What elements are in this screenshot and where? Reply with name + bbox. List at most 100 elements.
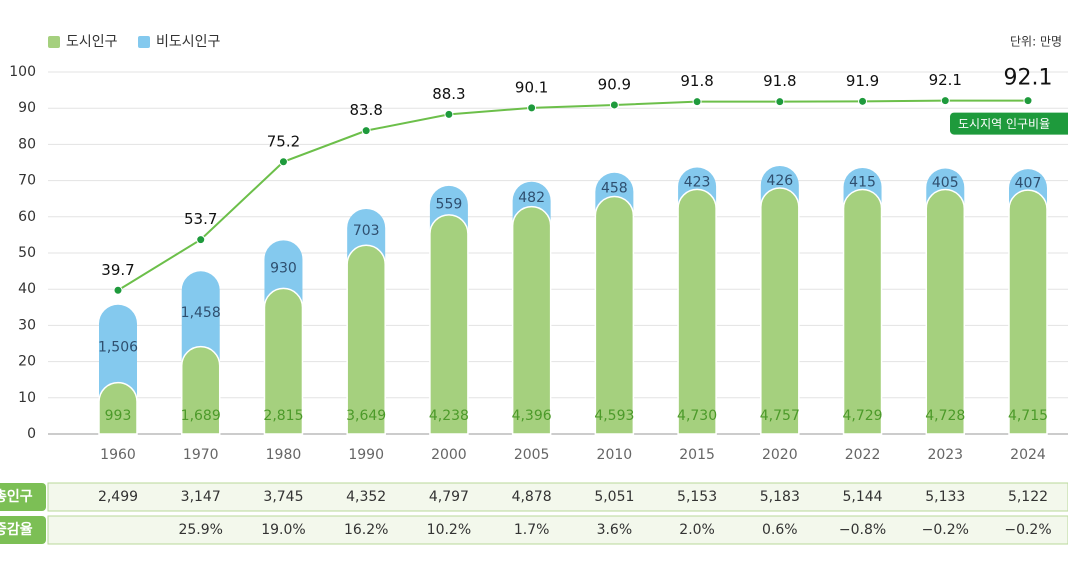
table-cell: 5,122 — [1008, 489, 1048, 505]
line-value-label: 90.1 — [515, 78, 548, 96]
line-value-label: 91.9 — [846, 72, 879, 90]
line-point — [113, 285, 123, 295]
line-value-label: 75.2 — [267, 132, 300, 150]
table-cell: 5,144 — [842, 489, 882, 505]
bar-segment — [429, 214, 469, 435]
line-value-label: 53.7 — [184, 210, 217, 228]
bar-segment — [346, 244, 386, 435]
bar-value-label: 993 — [105, 408, 132, 424]
y-tick-label: 40 — [18, 281, 36, 297]
bar-value-label: 930 — [270, 260, 297, 276]
line — [117, 99, 1028, 292]
x-tick-label: 1990 — [348, 447, 384, 463]
bar-value-label: 405 — [932, 175, 959, 191]
bar-value-label: 3,649 — [346, 408, 386, 424]
line-value-label: 91.8 — [763, 72, 796, 90]
x-tick-label: 2015 — [679, 447, 715, 463]
x-tick-label: 2024 — [1010, 447, 1046, 463]
table-cell: 1.7% — [514, 522, 550, 538]
bar-value-label: 2,815 — [263, 408, 303, 424]
bar-value-label: 4,396 — [512, 408, 552, 424]
y-tick-label: 80 — [18, 136, 36, 152]
line-annotation: 도시지역 인구비율 — [958, 117, 1050, 131]
y-tick-label: 100 — [9, 64, 36, 80]
line-point — [1023, 96, 1033, 106]
bar-segment — [760, 187, 800, 435]
bar-value-label: 423 — [684, 174, 711, 190]
table-row-bg — [47, 482, 1068, 512]
line-value-label: 83.8 — [349, 101, 382, 119]
table-cell: 25.9% — [178, 522, 222, 538]
bar-segment — [842, 188, 883, 435]
table-cell: −0.2% — [922, 522, 969, 538]
bar-value-label: 4,729 — [842, 408, 882, 424]
table-cell: 3.6% — [597, 522, 633, 538]
y-tick-label: 70 — [18, 173, 36, 189]
table-cell: −0.2% — [1004, 522, 1051, 538]
table-cell: 5,183 — [760, 489, 800, 505]
table-cell: 19.0% — [261, 522, 305, 538]
x-tick-label: 1970 — [183, 447, 219, 463]
table-cell: 3,745 — [263, 489, 303, 505]
line-value-label: 92.1 — [1004, 66, 1053, 91]
legend-label: 도시인구 — [66, 34, 118, 50]
bar-value-label: 4,238 — [429, 408, 469, 424]
bar-value-label: 426 — [766, 173, 793, 189]
bar-value-label: 4,593 — [594, 408, 634, 424]
bar-segment — [181, 271, 220, 366]
bar-value-label: 559 — [436, 196, 463, 212]
table-cell: 5,133 — [925, 489, 965, 505]
table-cell: 16.2% — [344, 522, 388, 538]
bar-segment — [925, 188, 966, 435]
line-point — [278, 157, 288, 167]
y-tick-label: 30 — [18, 317, 36, 333]
bar-value-label: 1,458 — [181, 305, 221, 321]
bar-segment — [677, 188, 717, 435]
x-tick-label: 2022 — [845, 447, 881, 463]
unit-label: 단위: 만명 — [1010, 35, 1062, 49]
bar-segment — [594, 195, 635, 435]
y-tick-label: 90 — [18, 100, 36, 116]
table-row-header-bg — [0, 516, 46, 544]
table-cell: −0.8% — [839, 522, 886, 538]
table-cell: 4,797 — [429, 489, 469, 505]
bar-segment — [98, 381, 138, 435]
legend-swatch — [138, 36, 150, 48]
legend-label: 비도시인구 — [156, 34, 221, 50]
table-cell: 5,051 — [594, 489, 634, 505]
line-point — [775, 97, 785, 107]
table-cell: 3,147 — [181, 489, 221, 505]
table-row-header-bg — [0, 483, 46, 511]
table-cell: 2,499 — [98, 489, 138, 505]
table-row-header: 증감율 — [0, 521, 33, 538]
bar-value-label: 4,715 — [1008, 408, 1048, 424]
bar-segment — [263, 287, 304, 435]
table-cell: 4,878 — [512, 489, 552, 505]
bar-value-label: 1,689 — [181, 408, 221, 424]
bar-segment — [180, 345, 221, 435]
x-tick-label: 2000 — [431, 447, 467, 463]
line-value-label: 90.9 — [598, 75, 631, 93]
bar-segment — [511, 205, 552, 435]
x-tick-label: 2010 — [597, 447, 633, 463]
line-annotation-box — [950, 112, 1068, 135]
bar-segment — [1008, 189, 1048, 435]
bar-value-label: 407 — [1015, 176, 1042, 192]
table-cell: 10.2% — [427, 522, 471, 538]
y-tick-label: 50 — [18, 245, 36, 261]
line-value-label: 91.8 — [680, 72, 713, 90]
line-point — [692, 97, 702, 107]
x-tick-label: 2020 — [762, 447, 798, 463]
x-tick-label: 2005 — [514, 447, 550, 463]
line-value-label: 88.3 — [432, 85, 465, 103]
x-tick-label: 1980 — [266, 447, 302, 463]
bar-segment — [99, 304, 137, 402]
table-cell: 0.6% — [762, 522, 798, 538]
bar-value-label: 703 — [353, 223, 380, 239]
bar-value-label: 458 — [601, 181, 628, 197]
table-cell: 4,352 — [346, 489, 386, 505]
line-point — [361, 126, 371, 136]
line-value-label: 92.1 — [929, 71, 962, 89]
table-row-header: 총인구 — [0, 488, 33, 505]
